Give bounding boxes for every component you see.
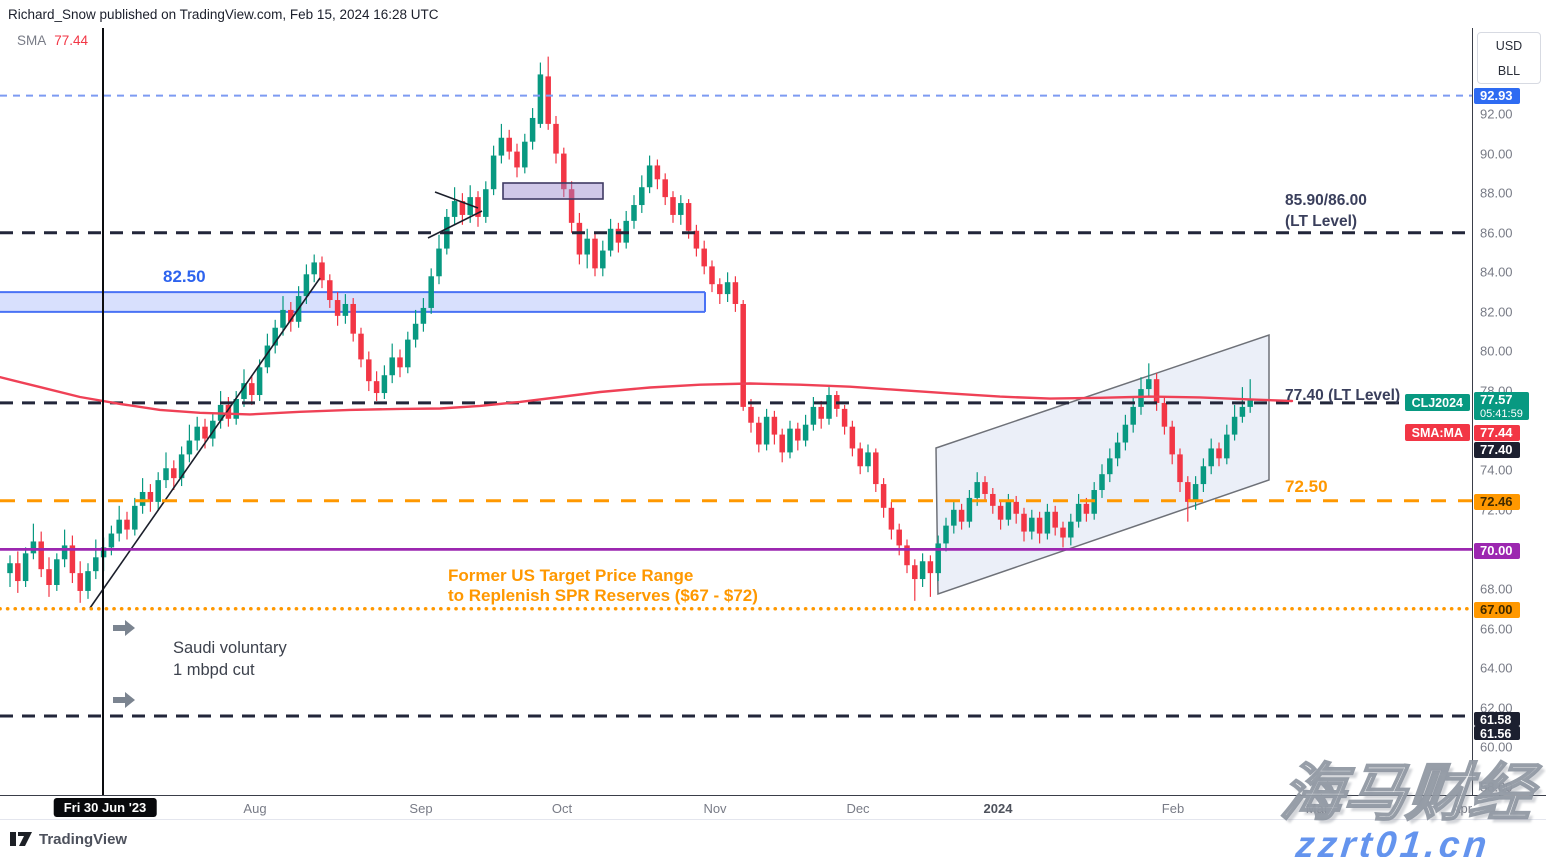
annotation-82-50: 82.50 (163, 267, 206, 286)
price-tick: 66.00 (1480, 621, 1513, 637)
tradingview-logo-icon[interactable] (10, 832, 32, 846)
price-tick: 82.00 (1480, 304, 1513, 320)
annotation-lt-level-86: 85.90/86.00 (LT Level) (1285, 192, 1367, 230)
event-arrow-icon (113, 620, 135, 636)
time-tick-Mar: Mar (1305, 801, 1329, 816)
price-badge-77.57: 77.57 05:41:59 (1474, 392, 1529, 420)
footer: TradingView (0, 821, 1546, 857)
time-axis[interactable]: Fri 30 Jun '23 Aug Sep Oct Nov Dec 2024 Feb Mar A… (0, 795, 1546, 820)
time-tick-Sep: Sep (409, 801, 433, 816)
sma-indicator-value: 77.44 (54, 33, 89, 48)
price-tick: 80.00 (1480, 343, 1513, 359)
price-tick: 68.00 (1480, 581, 1513, 597)
time-tick-Dec: Dec (846, 801, 870, 816)
time-tick-Apr: Apr (1451, 801, 1473, 816)
unit-currency: USD (1495, 38, 1523, 53)
date-badge: Fri 30 Jun '23 (53, 798, 157, 817)
time-tick-Nov: Nov (703, 801, 727, 816)
annotation-lt-level-77-40: 77.40 (LT Level) (1285, 387, 1401, 404)
price-badge-77.40: 77.40 (1474, 442, 1520, 458)
price-tick: 86.00 (1480, 225, 1513, 241)
time-tick-Aug: Aug (243, 801, 267, 816)
price-tick: 64.00 (1480, 660, 1513, 676)
candlestick-chart[interactable] (0, 28, 1472, 795)
sma-indicator-label: SMA (17, 33, 47, 48)
price-badge-67.00: 67.00 (1474, 602, 1520, 618)
price-tick: 84.00 (1480, 264, 1513, 280)
price-badge-70.00: 70.00 (1474, 543, 1520, 559)
publish-header: Richard_Snow published on TradingView.co… (0, 0, 1546, 28)
time-tick-Feb: Feb (1161, 801, 1185, 816)
annotation-spr-range: Former US Target Price Range to Replenis… (448, 566, 758, 605)
chart-plot-area[interactable]: SMA 77.44 85.90/86.00 (LT Level) 82.50 7… (0, 28, 1472, 795)
publish-text: Richard_Snow published on TradingView.co… (8, 7, 439, 22)
price-badge-61.58: 61.58 (1474, 712, 1520, 727)
price-tick: 60.00 (1480, 739, 1513, 755)
price-tick: 90.00 (1480, 146, 1513, 162)
event-arrow-icon (113, 692, 135, 708)
price-tick: 58.00 (1480, 779, 1513, 795)
price-badge-72.46: 72.46 (1474, 494, 1520, 510)
time-tick-Oct: Oct (551, 801, 573, 816)
symbol-label-badge: CLJ2024 (1404, 394, 1470, 411)
time-tick-2024: 2024 (983, 801, 1013, 816)
tradingview-brand-label[interactable]: TradingView (39, 830, 128, 848)
price-tick: 74.00 (1480, 462, 1513, 478)
unit-box: USD BLL (1477, 32, 1541, 84)
sma-label-badge: SMA:MA (1404, 424, 1470, 441)
annotation-72-50: 72.50 (1285, 477, 1328, 496)
price-axis[interactable]: USD BLL 92.00 90.00 88.00 86.00 84.00 82.00 80… (1472, 28, 1546, 795)
price-tick: 88.00 (1480, 185, 1513, 201)
indicator-legend[interactable]: SMA 77.44 (14, 33, 92, 48)
price-tick: 62.00 (1480, 700, 1513, 716)
price-tick: 92.00 (1480, 106, 1513, 122)
price-badge-92.93: 92.93 (1474, 88, 1520, 104)
price-badge-77.44: 77.44 (1474, 425, 1520, 441)
unit-measure: BLL (1497, 63, 1521, 78)
annotation-saudi-cut: Saudi voluntary 1 mbpd cut (173, 639, 287, 679)
price-badge-61.56: 61.56 (1474, 726, 1520, 741)
